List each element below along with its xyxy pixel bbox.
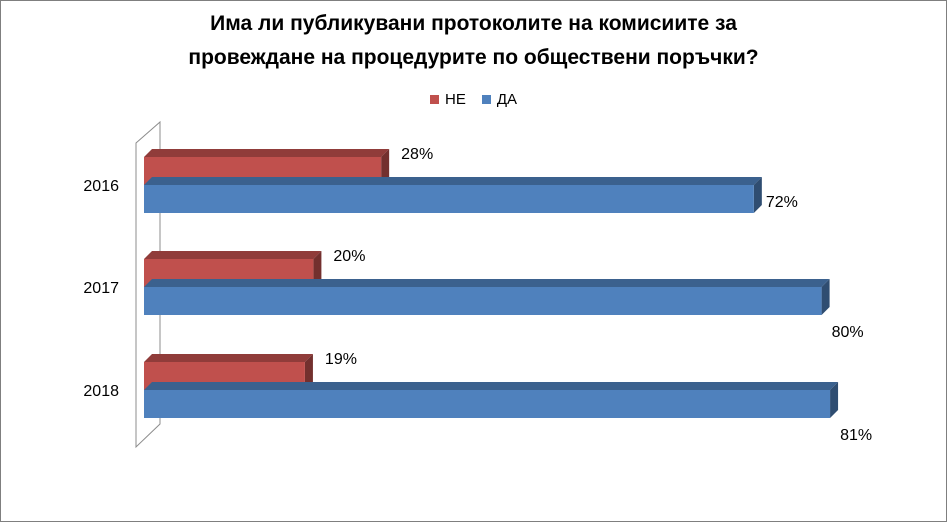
bar-top-da-2018 [144,382,839,390]
legend-item-ne: НЕ [429,91,466,108]
category-label-2017: 2017 [83,280,119,297]
bar-da-2017 [144,287,822,315]
category-label-2016: 2016 [83,178,119,195]
bar-side-ne-2018 [304,354,313,390]
bar-side-da-2016 [753,177,762,213]
axis-wall [135,120,161,449]
bar-side-ne-2017 [313,251,322,287]
legend-swatch-ne [429,95,439,104]
category-label-2018: 2018 [83,383,119,400]
legend-swatch-da [481,95,491,104]
data-label-da-2017: 80% [832,324,864,341]
chart-title-line-2: провеждане на процедурите по обществени … [188,46,759,69]
bar-top-ne-2016 [144,149,390,157]
data-label-ne-2016: 28% [401,146,433,163]
bar-side-da-2017 [821,279,830,315]
chart-title-line-1: Има ли публикувани протоколите на комиси… [210,12,737,35]
bar-top-ne-2017 [144,251,322,259]
bar-top-da-2016 [144,177,762,185]
data-label-ne-2017: 20% [333,248,365,265]
bar-side-ne-2016 [381,149,390,185]
legend: НЕ ДА [1,91,946,108]
data-label-da-2018: 81% [840,427,872,444]
data-label-ne-2018: 19% [325,351,357,368]
data-label-da-2016: 72% [766,194,798,211]
bar-top-da-2017 [144,279,830,287]
legend-label-da: ДА [496,91,517,108]
bar-da-2018 [144,390,831,418]
chart-title: Има ли публикувани протоколите на комиси… [1,7,946,75]
bar-top-ne-2018 [144,354,313,362]
bar-da-2016 [144,185,754,213]
legend-item-da: ДА [481,91,517,108]
legend-label-ne: НЕ [444,91,466,108]
bar-side-da-2018 [830,382,839,418]
